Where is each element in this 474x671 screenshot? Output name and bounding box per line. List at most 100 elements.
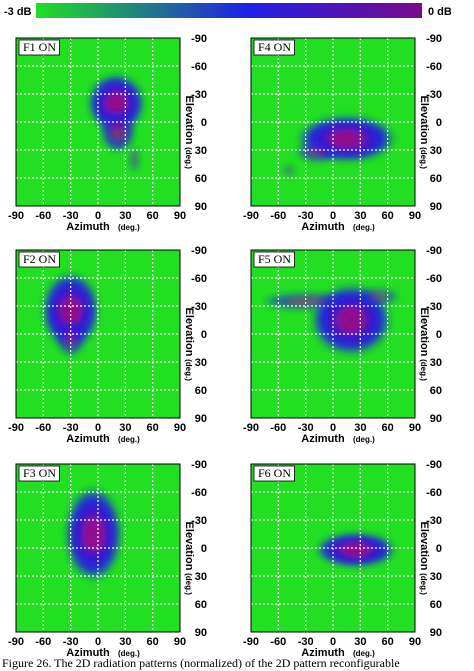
x-tick-label: -60 bbox=[35, 210, 51, 222]
y-tick-label: 90 bbox=[430, 627, 442, 639]
x-tick-label: 90 bbox=[174, 636, 186, 648]
x-tick-label: -30 bbox=[298, 422, 314, 434]
y-tick-label: -60 bbox=[426, 487, 442, 499]
lobe-3 bbox=[283, 164, 296, 177]
y-axis-label: Elevation bbox=[418, 308, 430, 357]
x-axis-label: Azimuth bbox=[301, 221, 345, 233]
grid bbox=[251, 38, 415, 206]
x-axis-unit: (deg.) bbox=[353, 223, 375, 232]
y-tick-label: 0 bbox=[436, 117, 442, 129]
panels: F1 ON -90 -60 -30 0 30 60 90 Azimuth (deg.) -90 -60… bbox=[8, 33, 442, 659]
lobe-1 bbox=[314, 531, 397, 568]
x-axis-unit: (deg.) bbox=[353, 649, 375, 658]
x-tick-label: 0 bbox=[330, 636, 336, 648]
y-axis-label: Elevation bbox=[418, 96, 430, 145]
x-tick-label: 90 bbox=[409, 636, 421, 648]
panel-4: F5 ON -90 -60 -30 0 30 60 90 Azimuth (deg.) -90 -60… bbox=[243, 245, 442, 445]
plot-frame bbox=[15, 249, 181, 419]
lobes bbox=[64, 486, 123, 582]
panel-label-box bbox=[253, 465, 295, 482]
x-tick-label: 60 bbox=[147, 422, 159, 434]
grid bbox=[16, 38, 180, 206]
panel-label-box bbox=[18, 39, 60, 56]
x-tick-label: 90 bbox=[409, 210, 421, 222]
x-tick-label: -60 bbox=[270, 422, 286, 434]
x-tick-label: -90 bbox=[8, 636, 24, 648]
panel-label-box bbox=[253, 39, 295, 56]
y-tick-label: 60 bbox=[430, 599, 442, 611]
y-tick-label: -30 bbox=[426, 89, 442, 101]
colorbar-gradient bbox=[36, 3, 422, 18]
x-axis-unit: (deg.) bbox=[353, 435, 375, 444]
x-tick-label: 90 bbox=[174, 422, 186, 434]
y-tick-label: -60 bbox=[191, 273, 207, 285]
x-tick-label: -30 bbox=[63, 422, 79, 434]
panel-2: F4 ON -90 -60 -30 0 30 60 90 Azimuth (deg.) -90 -60… bbox=[243, 33, 442, 233]
x-axis-label: Azimuth bbox=[301, 433, 345, 445]
y-tick-label: 30 bbox=[195, 145, 207, 157]
panel-label: F3 ON bbox=[23, 466, 56, 480]
y-tick-label: -90 bbox=[191, 33, 207, 45]
x-tick-label: -60 bbox=[35, 422, 51, 434]
y-tick-label: 30 bbox=[430, 571, 442, 583]
y-tick-label: 0 bbox=[436, 543, 442, 555]
y-axis-label: Elevation bbox=[183, 96, 195, 145]
x-tick-label: 0 bbox=[330, 422, 336, 434]
x-tick-label: 30 bbox=[354, 422, 366, 434]
x-tick-label: 90 bbox=[174, 210, 186, 222]
y-tick-label: -60 bbox=[426, 273, 442, 285]
panel-label: F1 ON bbox=[23, 40, 56, 54]
x-tick-label: 60 bbox=[382, 422, 394, 434]
colorbar-max-label: 0 dB bbox=[428, 6, 452, 18]
x-tick-label: -60 bbox=[35, 636, 51, 648]
colorbar-min-label: -3 dB bbox=[4, 6, 32, 18]
y-tick-label: -90 bbox=[426, 459, 442, 471]
lobe-1 bbox=[64, 486, 123, 582]
x-tick-label: 0 bbox=[95, 210, 101, 222]
y-axis-unit: (deg.) bbox=[419, 359, 428, 381]
y-tick-label: -60 bbox=[191, 61, 207, 73]
plot-frame bbox=[250, 463, 416, 633]
panel-label: F2 ON bbox=[23, 252, 56, 266]
lobes bbox=[314, 531, 397, 568]
lobe-3 bbox=[358, 287, 399, 306]
y-axis-unit: (deg.) bbox=[184, 573, 193, 595]
grid bbox=[16, 464, 180, 632]
x-axis-label: Azimuth bbox=[301, 647, 345, 659]
x-tick-label: 30 bbox=[119, 210, 131, 222]
panel-label-box bbox=[18, 465, 60, 482]
lobes bbox=[283, 114, 397, 177]
x-axis-label: Azimuth bbox=[66, 221, 110, 233]
y-axis-unit: (deg.) bbox=[184, 359, 193, 381]
x-axis-label: Azimuth bbox=[66, 433, 110, 445]
x-tick-label: 30 bbox=[119, 636, 131, 648]
x-axis-unit: (deg.) bbox=[118, 223, 140, 232]
x-tick-label: -30 bbox=[298, 636, 314, 648]
x-tick-label: 0 bbox=[95, 422, 101, 434]
panel-5: F3 ON -90 -60 -30 0 30 60 90 Azimuth (deg.) -90 -60… bbox=[8, 459, 207, 659]
x-tick-label: 30 bbox=[354, 636, 366, 648]
grid bbox=[16, 250, 180, 418]
lobes bbox=[87, 73, 146, 172]
y-axis-label: Elevation bbox=[183, 308, 195, 357]
y-tick-label: 60 bbox=[430, 385, 442, 397]
lobe-2 bbox=[100, 110, 136, 153]
y-axis-label: Elevation bbox=[418, 522, 430, 571]
y-tick-label: 60 bbox=[430, 173, 442, 185]
colorbar: -3 dB 0 dB bbox=[4, 3, 452, 18]
x-tick-label: -90 bbox=[243, 422, 259, 434]
x-tick-label: -90 bbox=[8, 210, 24, 222]
y-tick-label: 0 bbox=[201, 117, 207, 129]
y-tick-label: -30 bbox=[426, 515, 442, 527]
y-tick-label: 0 bbox=[201, 329, 207, 341]
y-axis-unit: (deg.) bbox=[184, 147, 193, 169]
x-tick-label: -60 bbox=[270, 636, 286, 648]
lobe-2 bbox=[296, 141, 338, 163]
x-axis-label: Azimuth bbox=[66, 647, 110, 659]
x-tick-label: 30 bbox=[354, 210, 366, 222]
y-tick-label: -60 bbox=[191, 487, 207, 499]
y-tick-label: -30 bbox=[426, 301, 442, 313]
panel-label: F6 ON bbox=[258, 466, 291, 480]
panel-6: F6 ON -90 -60 -30 0 30 60 90 Azimuth (deg.) -90 -60… bbox=[243, 459, 442, 659]
x-tick-label: 60 bbox=[382, 210, 394, 222]
